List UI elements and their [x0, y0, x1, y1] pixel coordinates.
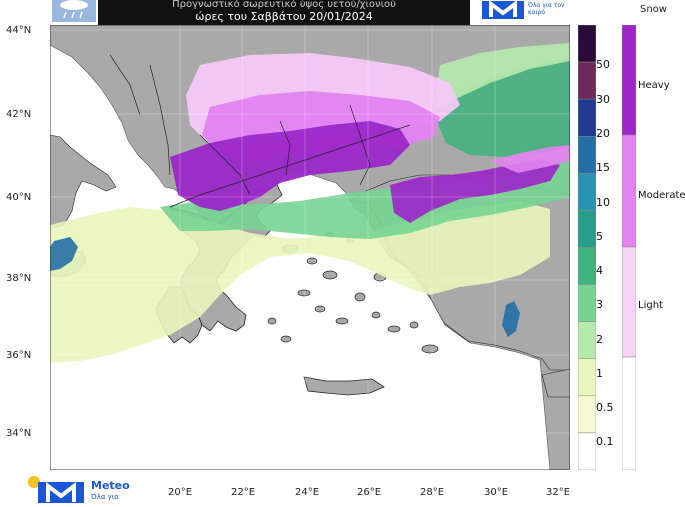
brand-logo-top: Όλα για τον καιρό: [474, 0, 574, 22]
cyprus-rain-area: [502, 301, 520, 337]
rain-legend-swatch: [577, 98, 597, 137]
rain-legend-swatch: [577, 358, 597, 397]
map-title: Προγνωστικό σωρευτικό ύψος υετού/χιονιού…: [98, 0, 470, 25]
rain-legend-swatch: [577, 61, 597, 100]
lon-label-22: 22°E: [231, 487, 256, 498]
rain-legend-label-10: 10: [596, 196, 610, 209]
snow-legend-light: Light: [638, 300, 663, 311]
rain-legend-swatch: [577, 136, 597, 174]
rain-legend-label-1: 1: [596, 367, 603, 380]
sun-icon: [28, 476, 40, 488]
rain-legend-label-2: 2: [596, 333, 603, 346]
brand-tagline-bottom: Όλα για: [91, 493, 119, 501]
brand-tagline: Όλα για τον καιρό: [528, 2, 565, 16]
country-borders: [109, 54, 411, 208]
snow-legend-title: Snow: [640, 4, 667, 15]
rain-legend-label-50: 50: [596, 58, 610, 71]
lon-label-32: 32°E: [546, 487, 571, 498]
lat-label-42: 42°N: [6, 109, 32, 120]
graticule: [50, 25, 570, 470]
rain-legend-swatch: [577, 24, 597, 63]
snow-legend-swatch: [621, 356, 637, 471]
rain-legend-label-30: 30: [596, 93, 610, 106]
rain-legend-label-0-5: 0.5: [596, 401, 614, 414]
rain-legend-label-0-1: 0.1: [596, 435, 614, 448]
rain-legend-swatch: [577, 247, 597, 285]
snow-color-legend: [621, 24, 637, 471]
heavy-snow-area: [170, 121, 410, 211]
rain-legend-swatch: [577, 395, 597, 434]
rain-legend-swatch: [577, 210, 597, 248]
lon-label-30: 30°E: [484, 487, 509, 498]
italy-rain-area: [50, 237, 78, 271]
lat-label-44: 44°N: [6, 25, 32, 36]
crete: [303, 376, 385, 396]
brand-name: Meteo: [91, 479, 130, 492]
rain-legend-swatch: [577, 284, 597, 322]
title-line-2: ώρες του Σαββάτου 20/01/2024: [195, 10, 373, 23]
lat-label-34: 34°N: [6, 428, 32, 439]
turkey-moderate-snow-area: [490, 145, 570, 173]
lat-label-36: 36°N: [6, 350, 32, 361]
snow-legend-swatch: [621, 246, 637, 358]
lon-label-26: 26°E: [357, 487, 382, 498]
rain-legend-label-5: 5: [596, 230, 603, 243]
rain-legend-swatch: [577, 173, 597, 211]
black-sea-rain-area: [430, 59, 570, 157]
rain-legend-label-3: 3: [596, 298, 603, 311]
rain-legend-label-20: 20: [596, 127, 610, 140]
snow-legend-swatch: [621, 134, 637, 248]
rain-color-legend: [577, 24, 597, 471]
lon-label-20: 20°E: [168, 487, 193, 498]
precipitation-map: [49, 24, 571, 471]
rain-legend-label-4: 4: [596, 264, 603, 277]
meteo-logo-icon: [482, 0, 524, 19]
rain-legend-swatch: [577, 321, 597, 359]
snow-legend-heavy: Heavy: [638, 80, 670, 91]
snow-legend-swatch: [621, 24, 637, 136]
brand-logo-bottom: Meteo Όλα για: [28, 470, 148, 503]
lon-label-24: 24°E: [295, 487, 320, 498]
title-line-1: Προγνωστικό σωρευτικό ύψος υετού/χιονιού: [172, 0, 396, 10]
black-sea-light-rain: [434, 43, 570, 109]
lon-label-28: 28°E: [420, 487, 445, 498]
snow-legend-moderate: Moderate: [638, 190, 685, 201]
rain-legend-label-15: 15: [596, 161, 610, 174]
rain-legend-swatch: [577, 432, 597, 471]
rain-cloud-icon: [52, 0, 96, 22]
lat-label-40: 40°N: [6, 192, 32, 203]
meteo-logo-icon: [38, 481, 84, 503]
lat-label-38: 38°N: [6, 273, 32, 284]
light-rain-area: [50, 201, 550, 363]
turkey-heavy-snow-area: [390, 159, 560, 223]
